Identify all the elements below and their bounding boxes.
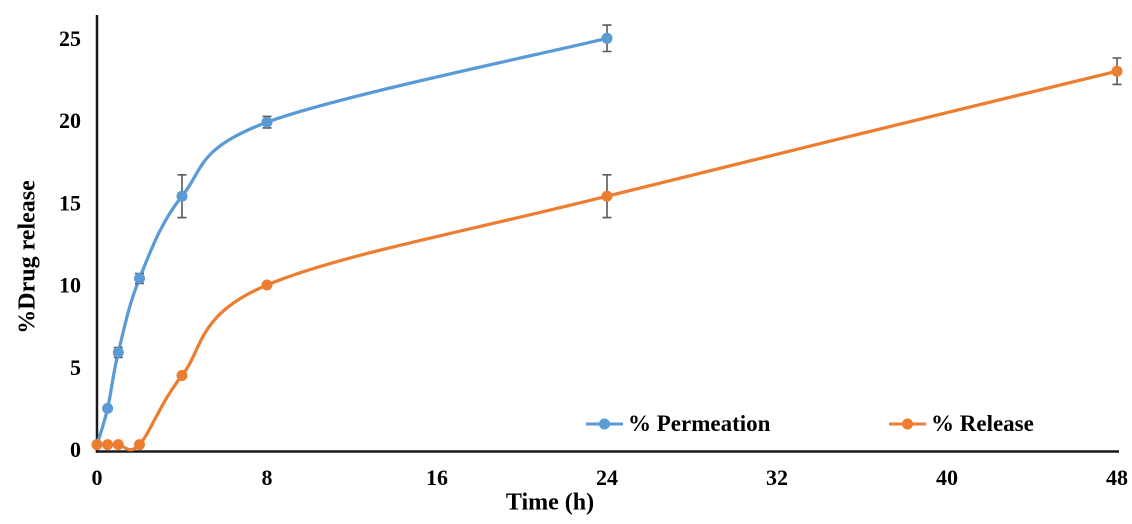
series-line-permeation	[95, 36, 609, 447]
data-point-release	[112, 439, 124, 451]
data-point-permeation	[102, 402, 114, 414]
x-tick-label: 16	[426, 465, 448, 490]
data-point-release	[102, 439, 114, 451]
y-tick-label: 0	[70, 437, 81, 462]
x-axis-title: Time (h)	[505, 489, 595, 516]
x-tick-label: 24	[596, 465, 618, 490]
data-point-permeation	[112, 347, 124, 358]
y-tick-label: 20	[59, 108, 81, 133]
y-tick-label: 15	[59, 190, 81, 215]
x-tick-label: 0	[92, 465, 103, 490]
x-tick-label: 48	[1106, 465, 1128, 490]
y-tick-label: 25	[59, 26, 81, 51]
data-point-release	[91, 439, 103, 451]
legend-item-release: % Release	[888, 411, 1034, 437]
data-point-release	[1111, 65, 1123, 77]
data-point-release	[176, 370, 188, 381]
y-tick-label: 10	[59, 273, 81, 298]
data-point-release	[261, 279, 273, 291]
data-point-permeation	[176, 190, 188, 202]
release-legend-marker-icon	[889, 418, 926, 430]
y-tick-label: 5	[70, 355, 81, 380]
legend-label-permeation: % Permeation	[628, 411, 771, 436]
data-point-release	[601, 190, 613, 202]
x-tick-label: 32	[766, 465, 788, 490]
y-axis-title: %Drug release	[14, 180, 41, 334]
x-tick-label: 40	[936, 465, 958, 490]
x-tick-label: 8	[262, 465, 273, 490]
data-point-release	[134, 439, 145, 451]
legend-label-release: % Release	[931, 411, 1034, 436]
data-point-permeation	[601, 32, 613, 44]
data-point-permeation	[134, 272, 145, 284]
data-point-permeation	[261, 116, 273, 128]
permeation-legend-marker-icon	[586, 418, 623, 430]
legend-item-permeation: % Permeation	[585, 411, 770, 437]
